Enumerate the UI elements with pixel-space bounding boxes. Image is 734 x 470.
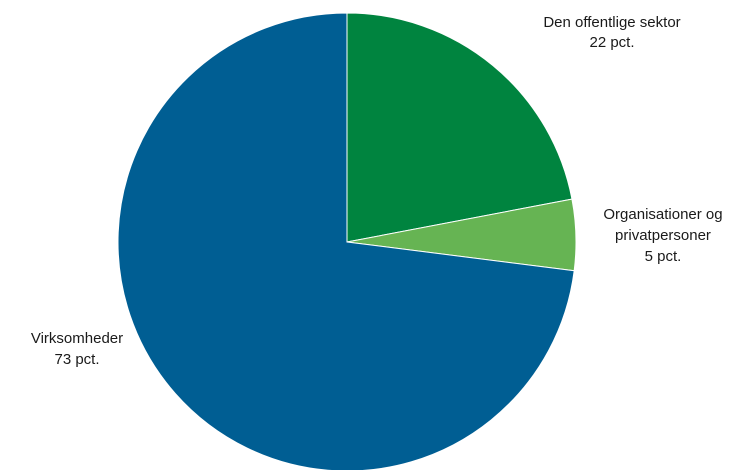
slice-label-2-line-3: 5 pct. — [645, 248, 682, 265]
slice-label-3-line-2: 73 pct. — [54, 351, 99, 368]
slice-label-1: Den offentlige sektor 22 pct. — [543, 14, 680, 51]
slice-label-3-line-1: Virksomheder — [31, 330, 123, 347]
slice-label-2: Organisationer og privatpersoner 5 pct. — [603, 206, 722, 265]
slice-label-2-line-2: privatpersoner — [615, 227, 711, 244]
pie-slice-1 — [346, 12, 573, 243]
pie-slice-3 — [117, 12, 575, 470]
slice-label-1-line-2: 22 pct. — [589, 34, 634, 51]
slice-label-2-line-1: Organisationer og — [603, 206, 722, 223]
slice-label-3: Virksomheder 73 pct. — [31, 330, 123, 368]
pie-labels: Den offentlige sektor 22 pct. Organisation… — [31, 14, 723, 368]
pie-slices — [117, 12, 577, 470]
slice-label-1-line-1: Den offentlige sektor — [543, 14, 680, 31]
